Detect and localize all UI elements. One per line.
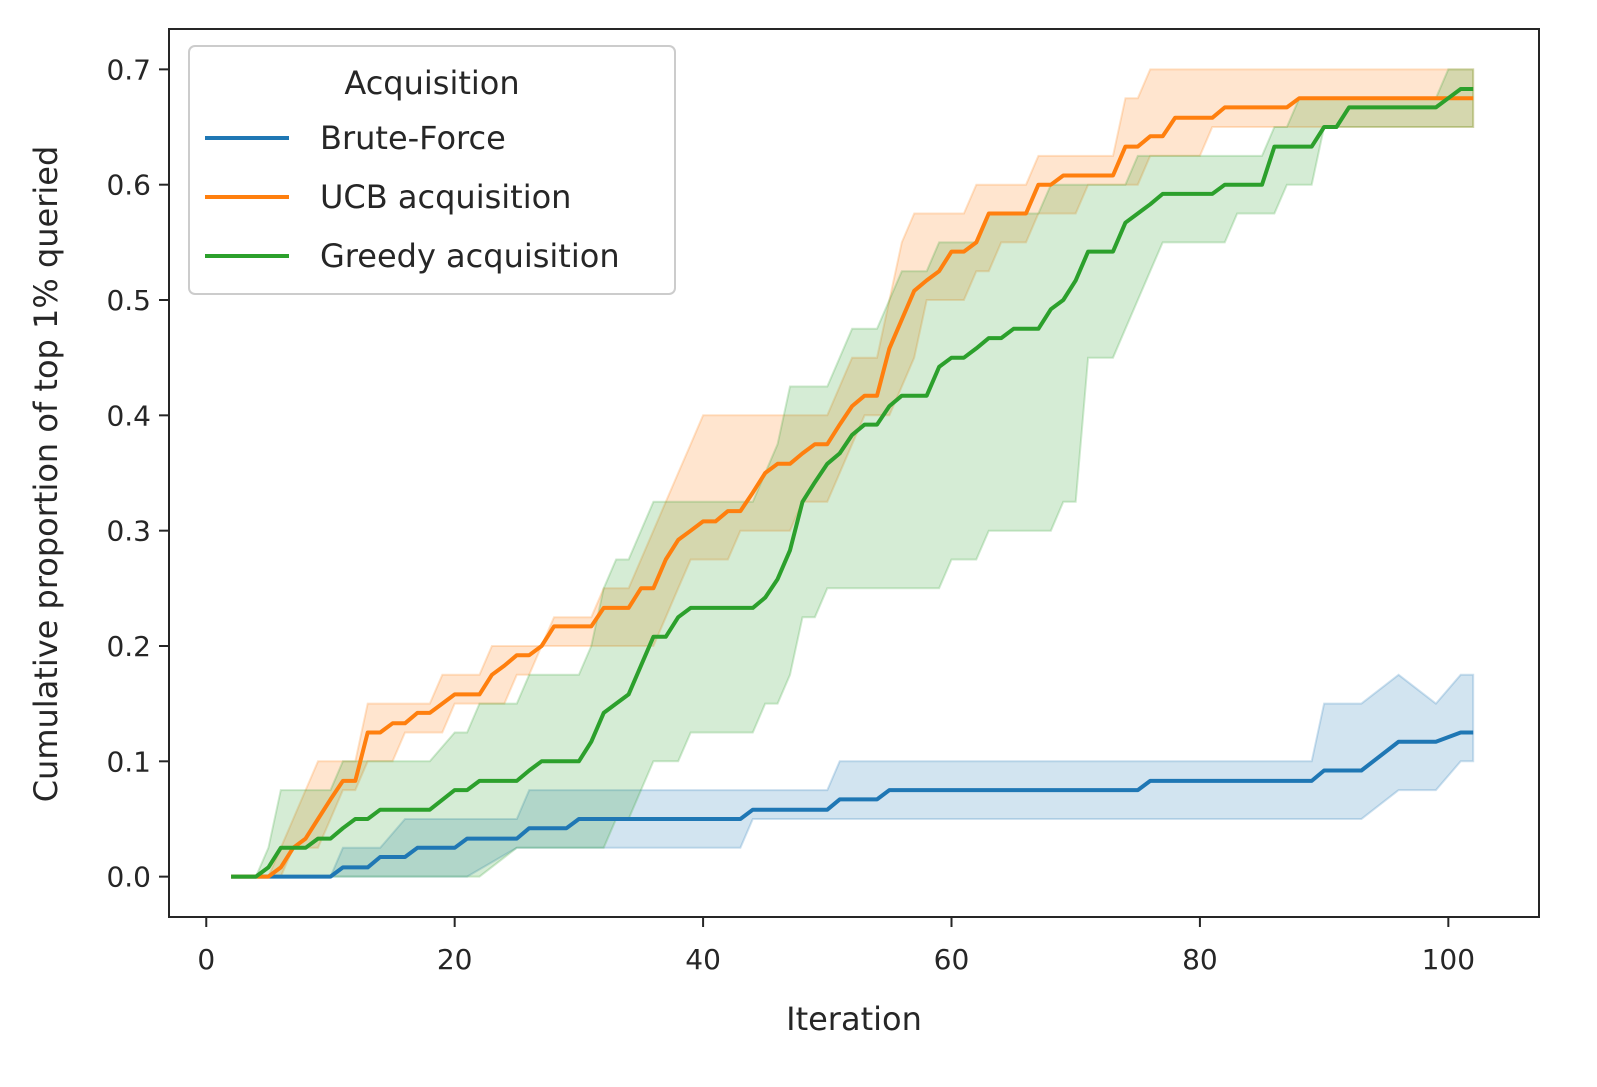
y-axis-ticks: 0.0 0.1 0.2 0.3 0.4 0.5 0.6 0.7	[106, 53, 169, 894]
series-lines	[231, 87, 1474, 879]
greedy-acquisition-line	[231, 87, 1474, 879]
greedy-acquisition-legend-label: Greedy acquisition	[320, 237, 620, 275]
x-tick-label: 60	[934, 943, 970, 976]
brute-force-confidence-band	[231, 673, 1475, 878]
y-tick-label: 0.3	[106, 515, 151, 548]
brute-force-line	[231, 730, 1474, 879]
ucb-acquisition-line	[231, 96, 1474, 879]
y-axis-label: Cumulative proportion of top 1% queried	[27, 146, 65, 803]
y-tick-label: 0.0	[106, 861, 151, 894]
brute-force-legend-label: Brute-Force	[320, 119, 506, 157]
x-tick-label: 80	[1182, 943, 1218, 976]
x-tick-label: 0	[197, 943, 215, 976]
legend-box	[188, 45, 676, 295]
y-tick-label: 0.4	[106, 399, 151, 432]
x-tick-label: 40	[685, 943, 721, 976]
legend-entries: Brute-Force UCB acquisition Greedy acquisi…	[205, 119, 620, 275]
y-tick-label: 0.6	[106, 169, 151, 202]
x-axis-ticks: 0 20 40 60 80 100	[197, 917, 1475, 976]
ucb-acquisition-legend-label: UCB acquisition	[320, 178, 571, 216]
x-tick-label: 20	[437, 943, 473, 976]
x-axis-label: Iteration	[786, 1000, 922, 1038]
legend: Acquisition Brute-Force UCB acquisition Gr…	[188, 45, 676, 295]
y-tick-label: 0.2	[106, 630, 151, 663]
legend-title: Acquisition	[344, 64, 519, 102]
y-tick-label: 0.7	[106, 53, 151, 86]
plot-frame	[168, 28, 1540, 918]
y-tick-label: 0.1	[106, 745, 151, 778]
x-tick-label: 100	[1422, 943, 1475, 976]
y-tick-label: 0.5	[106, 284, 151, 317]
